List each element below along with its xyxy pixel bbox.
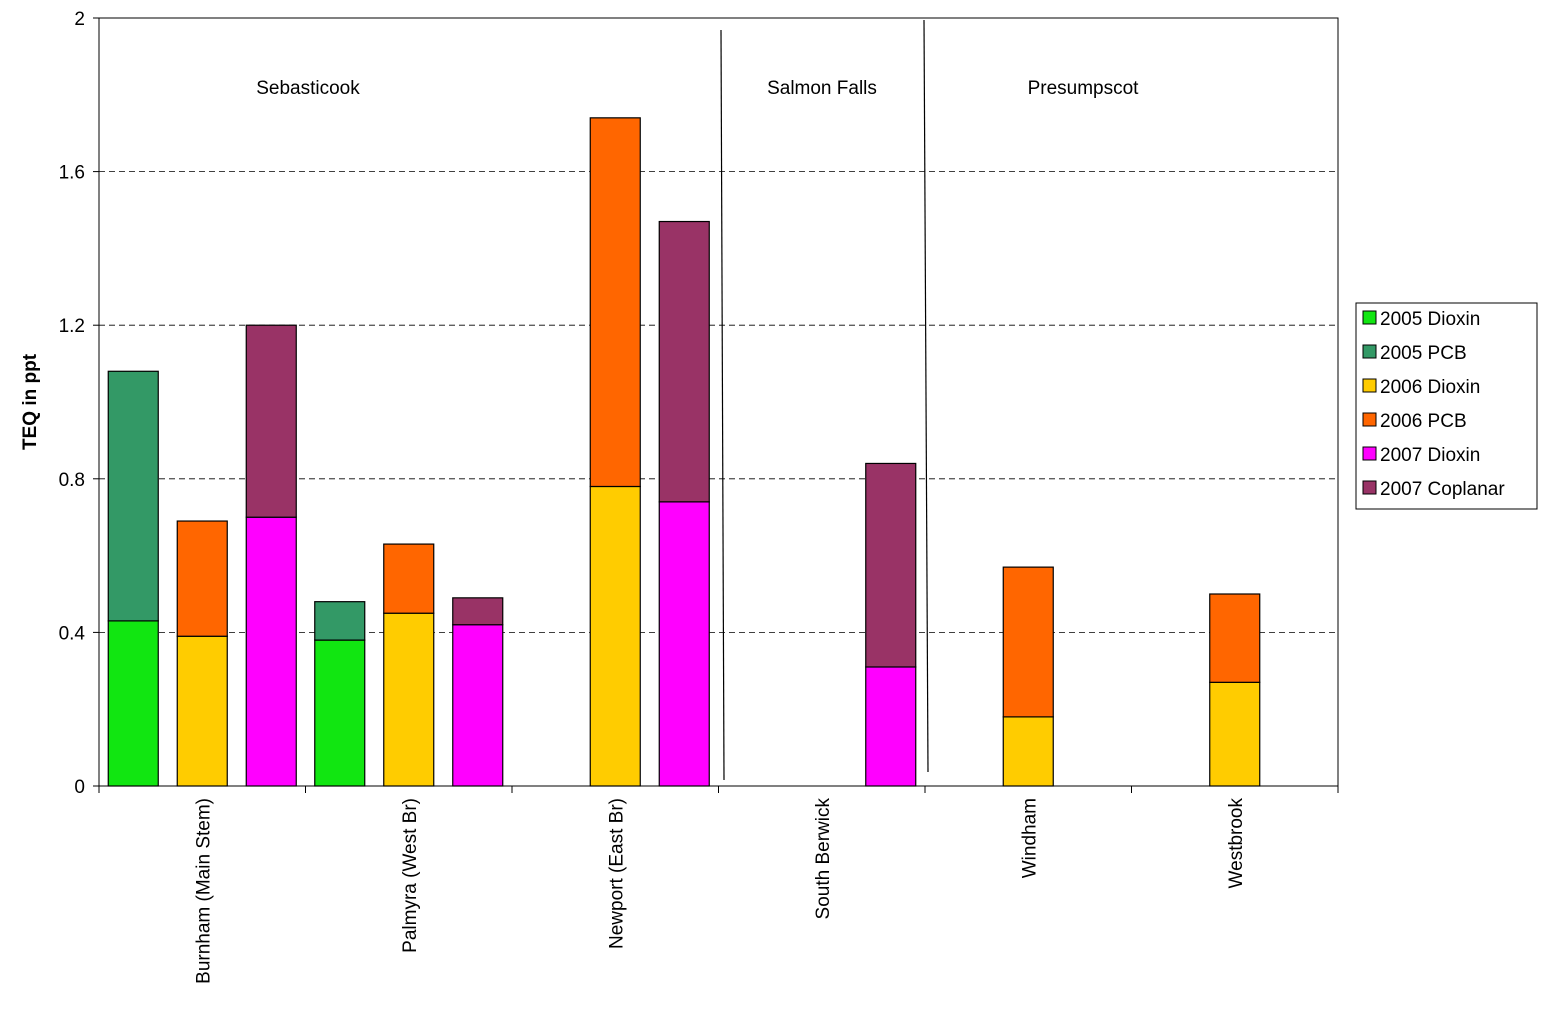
legend-swatch: [1362, 378, 1377, 393]
bar-segment: [314, 601, 366, 641]
bar-segment: [314, 639, 366, 787]
group-label: Presumpscot: [1028, 78, 1140, 99]
bar-segment: [383, 543, 435, 614]
y-tick-label: 2: [74, 9, 85, 30]
bar-segment: [1209, 593, 1261, 683]
bar-segment: [658, 220, 710, 503]
y-tick-label: 0: [74, 777, 85, 798]
y-tick-label: 1.2: [59, 316, 85, 337]
bar-segment: [245, 324, 297, 518]
bar-segment: [245, 516, 297, 787]
region-separator: [720, 29, 725, 781]
bar-segment: [589, 485, 641, 787]
bar-segment: [865, 462, 917, 668]
bar-segment: [1209, 681, 1261, 787]
legend-label: 2005 PCB: [1380, 343, 1467, 364]
legend-box: [1355, 302, 1538, 510]
bar-segment: [383, 612, 435, 787]
y-tick-label: 0.4: [59, 623, 86, 644]
legend-label: 2007 Dioxin: [1380, 445, 1480, 466]
bar-segment: [452, 597, 504, 626]
legend-label: 2006 Dioxin: [1380, 377, 1480, 398]
bar-segment: [176, 520, 228, 637]
legend-swatch: [1362, 344, 1377, 359]
legend-swatch: [1362, 412, 1377, 427]
bar-segment: [1002, 716, 1054, 787]
bar-segment: [107, 620, 159, 787]
x-tick-label: Palmyra (West Br): [400, 798, 421, 953]
legend-swatch: [1362, 446, 1377, 461]
bar-segment: [589, 117, 641, 488]
region-separator: [923, 19, 929, 773]
legend-label: 2005 Dioxin: [1380, 309, 1480, 330]
x-tick-label: Newport (East Br): [606, 798, 627, 949]
y-tick-label: 1.6: [59, 163, 85, 184]
x-tick-label: South Berwick: [813, 798, 834, 920]
group-label: Salmon Falls: [767, 78, 877, 99]
legend-label: 2006 PCB: [1380, 411, 1467, 432]
x-tick-label: Burnham (Main Stem): [193, 798, 214, 984]
bar-segment: [176, 635, 228, 787]
bar-segment: [452, 624, 504, 787]
legend-swatch: [1362, 480, 1377, 495]
legend-label: 2007 Coplanar: [1380, 479, 1505, 500]
bar-segment: [865, 666, 917, 787]
legend-swatch: [1362, 310, 1377, 325]
x-tick-label: Westbrook: [1226, 798, 1247, 889]
bar-segment: [1002, 566, 1054, 718]
y-axis-label: TEQ in ppt: [20, 353, 41, 450]
bar-segment: [107, 370, 159, 622]
bar-segment: [658, 501, 710, 787]
x-tick-label: Windham: [1019, 798, 1040, 878]
y-tick-label: 0.8: [59, 470, 85, 491]
group-label: Sebasticook: [256, 78, 360, 99]
